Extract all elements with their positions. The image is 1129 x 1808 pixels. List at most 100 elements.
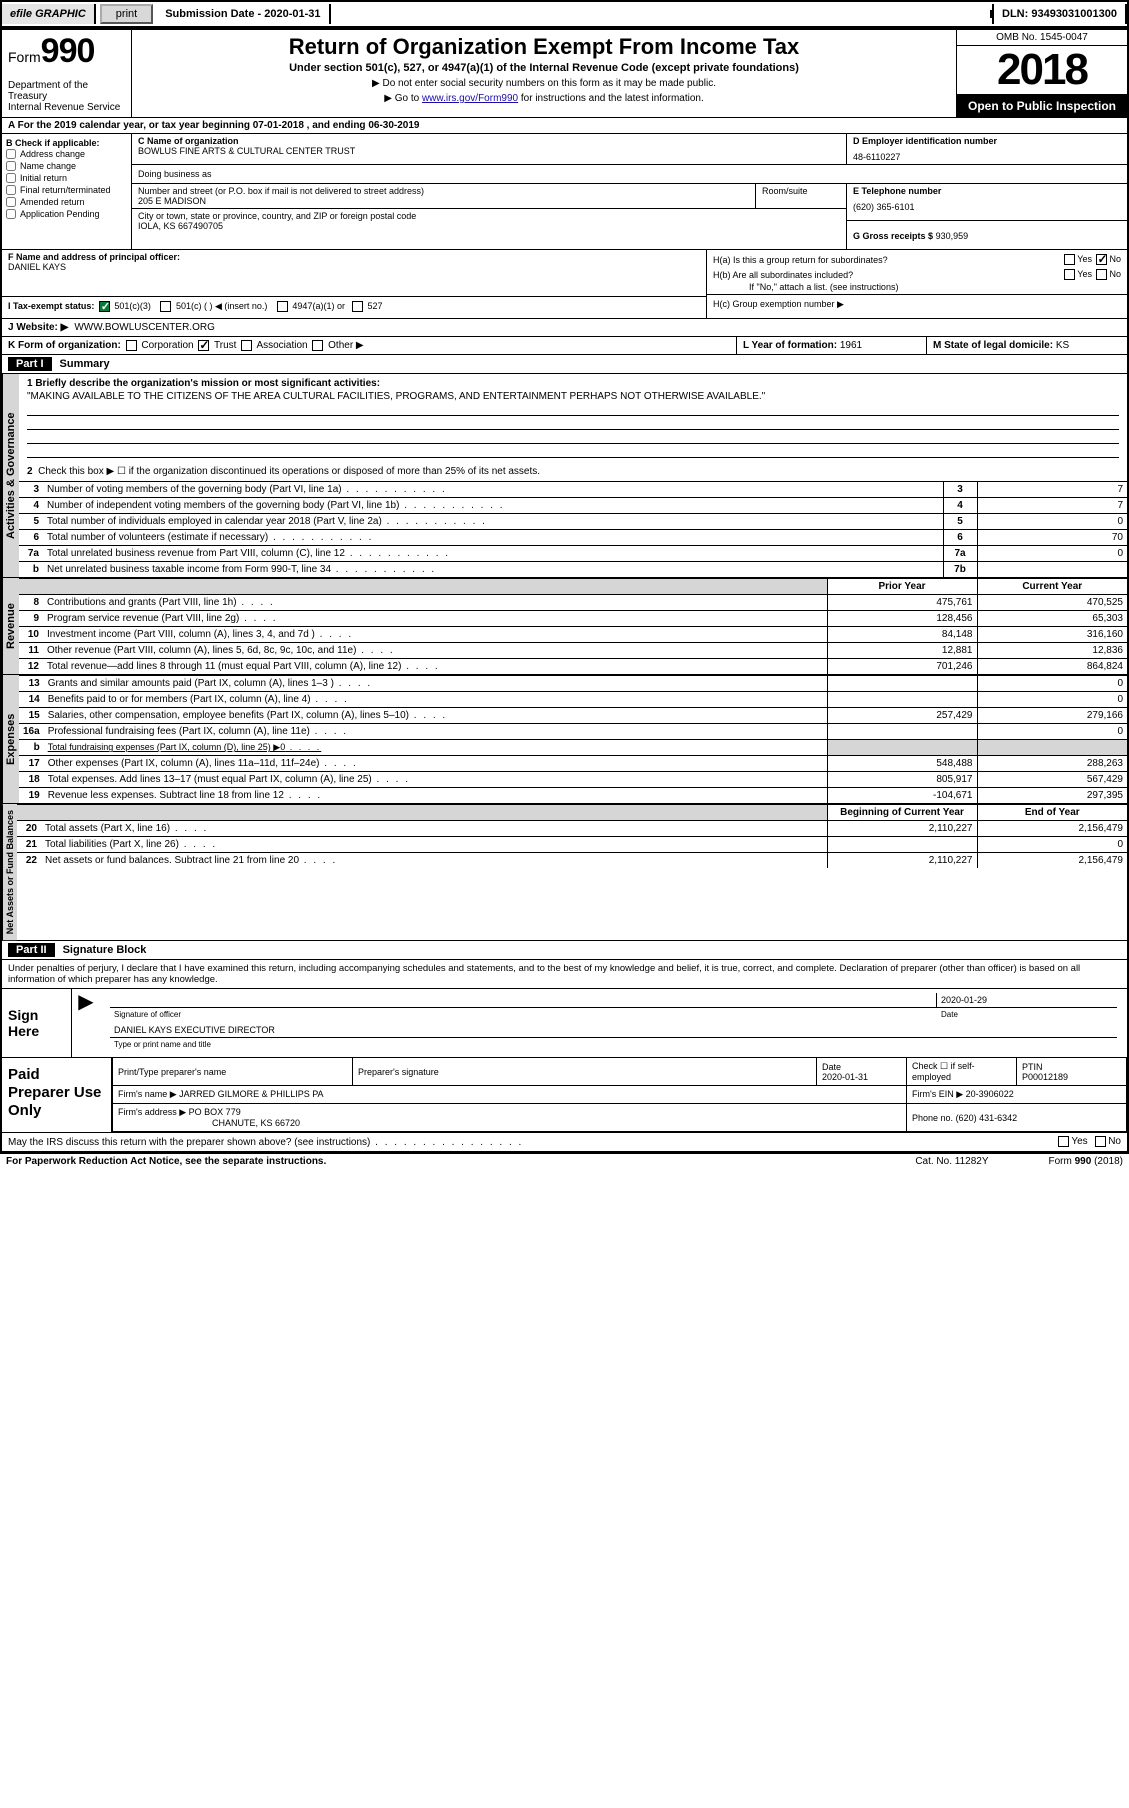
firm-addr-cell: Firm's address ▶ PO BOX 779 CHANUTE, KS … [113,1104,907,1132]
c-name-label: C Name of organization [138,136,840,146]
row-val: 70 [977,530,1127,546]
preparer-table: Print/Type preparer's name Preparer's si… [112,1058,1127,1132]
chk-initial-return[interactable]: Initial return [6,172,127,184]
row-desc: Number of voting members of the governin… [43,482,943,498]
mission-lines [27,402,1119,458]
form-990-number: 990 [41,32,95,70]
table-row: 8 Contributions and grants (Part VIII, l… [19,595,1127,611]
row-py: 805,917 [827,772,977,788]
checkbox-icon[interactable] [6,173,16,183]
table-row: 13 Grants and similar amounts paid (Part… [19,676,1127,692]
irs-link[interactable]: www.irs.gov/Form990 [422,93,518,104]
website-value: WWW.BOWLUSCENTER.ORG [74,322,215,333]
row-py [827,676,977,692]
arrow-icon: ▶ [72,989,100,1057]
chk-trust[interactable] [198,340,209,351]
table-row: 16a Professional fundraising fees (Part … [19,724,1127,740]
ptin-lbl: PTIN [1022,1062,1043,1072]
py-hdr: Prior Year [827,579,977,595]
chk-amended-return[interactable]: Amended return [6,196,127,208]
tel-label: E Telephone number [853,186,1121,196]
sig-cell[interactable] [110,993,937,1007]
row-cy: 0 [977,724,1127,740]
row-box: 7b [943,562,977,578]
row-num: b [19,740,44,756]
row-val: 7 [977,482,1127,498]
checkbox-icon[interactable] [6,185,16,195]
no-label: No [1108,1137,1121,1148]
row-desc: Number of independent voting members of … [43,498,943,514]
checkbox-icon[interactable] [6,197,16,207]
chk-4947[interactable] [277,301,288,312]
g-value: 930,959 [936,231,969,241]
hb-no[interactable] [1096,269,1107,280]
chk-label: Amended return [20,197,85,207]
row-cy: 316,160 [977,627,1127,643]
chk-name-change[interactable]: Name change [6,160,127,172]
row-num: 14 [19,692,44,708]
name-title-label: Type or print name and title [110,1040,1117,1053]
row-box: 5 [943,514,977,530]
row-val: 7 [977,498,1127,514]
cy-hdr: Current Year [977,579,1127,595]
hb-yes[interactable] [1064,269,1075,280]
row-num: 19 [19,788,44,804]
row-num: 5 [19,514,43,530]
c-name-cell: C Name of organization BOWLUS FINE ARTS … [132,134,847,164]
l-label: L Year of formation: [743,340,837,351]
row-num: 22 [17,853,41,869]
address-row: Number and street (or P.O. box if mail i… [132,184,1127,249]
ha-yes[interactable] [1064,254,1075,265]
footer-form-num: 990 [1075,1156,1092,1167]
table-row: 3 Number of voting members of the govern… [19,482,1127,498]
chk-corp[interactable] [126,340,137,351]
q2-text: Check this box ▶ ☐ if the organization d… [38,466,540,477]
section-ag: Activities & Governance 1 Briefly descri… [2,373,1127,577]
chk-assoc[interactable] [241,340,252,351]
chk-527[interactable] [352,301,363,312]
top-bar: efile GRAPHIC print Submission Date - 20… [0,0,1129,28]
row-desc: Net unrelated business taxable income fr… [43,562,943,578]
efile-label: efile GRAPHIC [2,4,96,24]
hb-label: H(b) Are all subordinates included? [713,270,853,280]
prep-date: 2020-01-31 [822,1072,868,1082]
chk-501c[interactable] [160,301,171,312]
row-py: 2,110,227 [827,821,977,837]
discuss-row: May the IRS discuss this return with the… [2,1132,1127,1150]
row-cy: 12,836 [977,643,1127,659]
ha-no[interactable] [1096,254,1107,265]
discuss-no[interactable] [1095,1136,1106,1147]
col-b-title: B Check if applicable: [6,138,127,148]
print-button[interactable]: print [100,4,153,24]
preparer-body: Print/Type preparer's name Preparer's si… [112,1058,1127,1132]
checkbox-icon[interactable] [6,149,16,159]
chk-final-return[interactable]: Final return/terminated [6,184,127,196]
chk-application-pending[interactable]: Application Pending [6,208,127,220]
checkbox-icon[interactable] [6,209,16,219]
l-value: 1961 [840,340,862,351]
row-cy: 864,824 [977,659,1127,675]
row-cy: 279,166 [977,708,1127,724]
footer-mid: Cat. No. 11282Y [915,1156,988,1167]
f-label: F Name and address of principal officer: [8,252,700,262]
fh-row: F Name and address of principal officer:… [2,249,1127,318]
row-val: 0 [977,514,1127,530]
row-desc: Other expenses (Part IX, column (A), lin… [44,756,827,772]
sig-line-1: 2020-01-29 [110,993,1117,1008]
row-num: 11 [19,643,43,659]
ein-val: 20-3906022 [966,1089,1014,1099]
j-label: J Website: ▶ [8,322,68,333]
checkbox-icon[interactable] [6,161,16,171]
sub3-post: for instructions and the latest informat… [518,93,704,104]
chk-other[interactable] [312,340,323,351]
row-desc: Total number of individuals employed in … [43,514,943,530]
chk-address-change[interactable]: Address change [6,148,127,160]
addr-lbl: Firm's address ▶ [118,1107,186,1117]
chk-501c3[interactable] [99,301,110,312]
table-row: 20 Total assets (Part X, line 16) 2,110,… [17,821,1127,837]
prep-h2: Preparer's signature [353,1058,817,1086]
discuss-yes[interactable] [1058,1136,1069,1147]
street-value: 205 E MADISON [138,196,749,206]
submission-date: Submission Date - 2020-01-31 [157,4,330,24]
footer-left: For Paperwork Reduction Act Notice, see … [6,1156,326,1167]
